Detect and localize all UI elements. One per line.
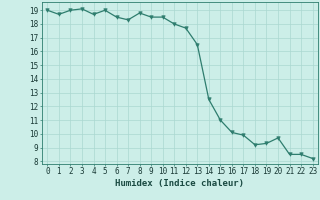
- X-axis label: Humidex (Indice chaleur): Humidex (Indice chaleur): [116, 179, 244, 188]
